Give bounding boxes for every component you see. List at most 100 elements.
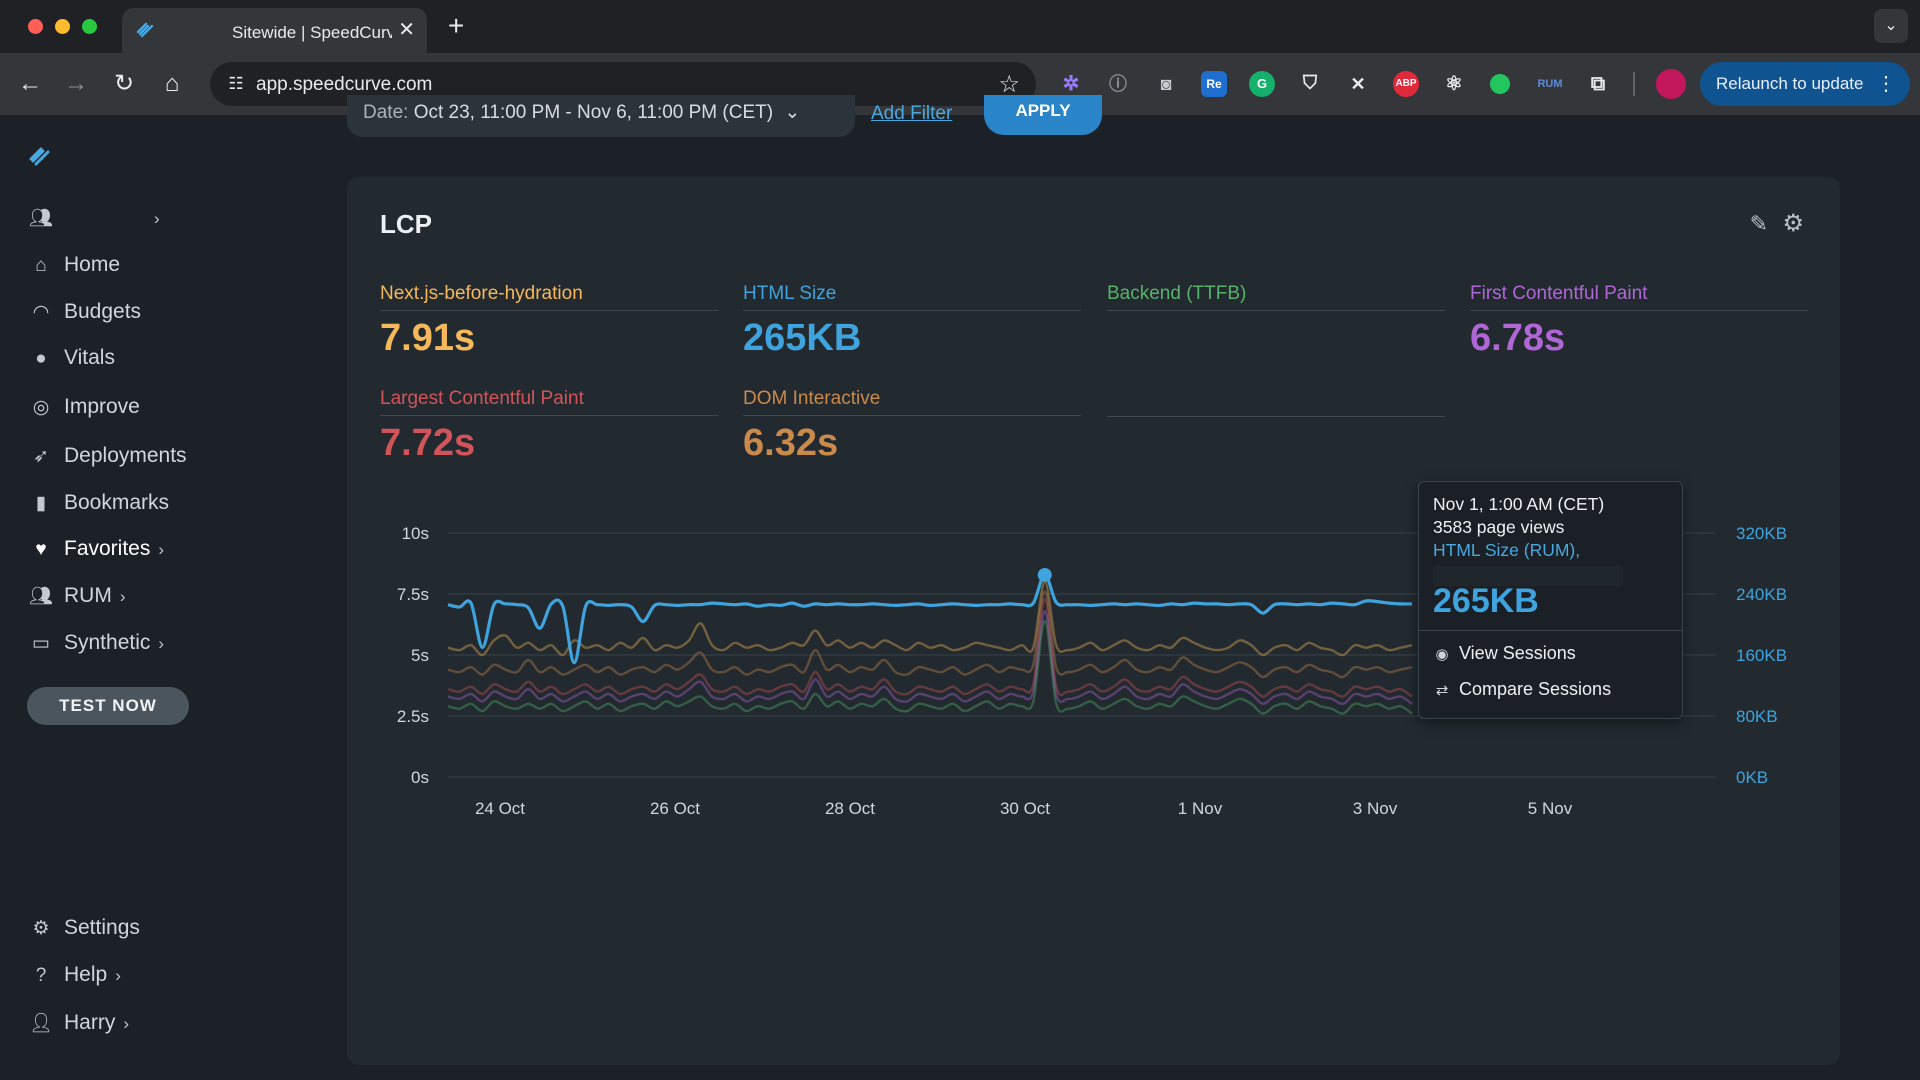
metric-value: 6.32s: [743, 422, 839, 464]
extension-info-icon[interactable]: ⓘ: [1109, 74, 1127, 94]
sidebar-item-label: Budgets: [64, 300, 142, 323]
relaunch-button[interactable]: Relaunch to update ⋮: [1700, 62, 1910, 106]
y-tick-label: 0s: [411, 768, 429, 787]
help-icon: ?: [35, 965, 47, 986]
site-settings-icon[interactable]: ☷: [228, 74, 244, 93]
sidebar-item-user[interactable]: 👤︎ Harry ›: [28, 1007, 129, 1039]
tab-title: Sitewide | SpeedCurve: [232, 23, 392, 42]
sidebar-item-improve[interactable]: ◎ Improve: [28, 391, 140, 423]
tooltip-date: Nov 1, 1:00 AM (CET): [1433, 494, 1605, 514]
date-label: Date:: [363, 102, 409, 123]
home-button-icon[interactable]: ⌂: [164, 70, 180, 97]
extension-re-icon[interactable]: Re: [1201, 71, 1227, 97]
sidebar-item-vitals[interactable]: ● Vitals: [28, 342, 115, 374]
reload-icon[interactable]: ↻: [113, 70, 135, 97]
metric-divider: [1107, 416, 1445, 417]
sidebar-item-team[interactable]: 👥︎ ›: [28, 202, 160, 234]
extension-camera-icon[interactable]: ◙: [1160, 74, 1172, 94]
metric-dom-interactive[interactable]: DOM Interactive 6.32s: [743, 388, 1081, 465]
metric-value: 7.72s: [380, 422, 476, 464]
sidebar-item-budgets[interactable]: ◠ Budgets: [28, 296, 141, 328]
new-tab-button[interactable]: +: [448, 10, 465, 41]
sidebar: 👥︎ › ⌂ Home ◠ Budgets ● Vitals ◎ Improve ➶ Dep…: [0, 115, 300, 1080]
sidebar-item-favorites[interactable]: ♥ Favorites ›: [28, 533, 164, 565]
tooltip-divider: [1419, 630, 1682, 631]
window-close-button[interactable]: [28, 19, 43, 34]
extension-pin-icon[interactable]: ✕: [1350, 74, 1366, 94]
sidebar-item-rum[interactable]: 👥︎ RUM ›: [28, 580, 126, 612]
forward-icon[interactable]: →: [64, 70, 88, 97]
extension-puzzle-gear-icon[interactable]: ✲: [1062, 73, 1080, 95]
bookmark-star-icon[interactable]: ☆: [998, 71, 1020, 98]
sidebar-item-deployments[interactable]: ➶ Deployments: [28, 440, 187, 472]
metric-first-contentful-paint[interactable]: First Contentful Paint 6.78s: [1470, 283, 1808, 360]
compare-arrows-icon: ⇄: [1435, 682, 1449, 699]
profile-avatar[interactable]: [1656, 69, 1686, 99]
x-tick-label: 28 Oct: [825, 799, 875, 818]
edit-pencil-icon[interactable]: ✎: [1749, 211, 1768, 236]
metric-backend-ttfb[interactable]: Backend (TTFB): [1107, 283, 1445, 317]
extension-react-icon[interactable]: ⚛: [1445, 73, 1463, 95]
browser-tab-bar: Sitewide | SpeedCurve ✕ + ⌄: [0, 0, 1920, 53]
more-menu-icon[interactable]: ⋮: [1876, 73, 1896, 95]
chevron-right-icon: ›: [154, 209, 160, 228]
series-line-backend-ttfb-: [447, 619, 1413, 715]
window-minimize-button[interactable]: [55, 19, 70, 34]
extension-adblock-icon[interactable]: ABP: [1393, 71, 1419, 97]
y2-tick-label: 320KB: [1736, 524, 1787, 543]
extensions-puzzle-icon[interactable]: ⧉: [1590, 73, 1606, 95]
home-icon: ⌂: [35, 255, 47, 276]
chevron-down-icon: ⌄: [784, 102, 801, 123]
y2-tick-label: 240KB: [1736, 585, 1787, 604]
sidebar-item-label: Settings: [64, 916, 140, 939]
compare-sessions-link[interactable]: ⇄ Compare Sessions: [1433, 679, 1611, 700]
tooltip-page-views: 3583 page views: [1433, 517, 1565, 537]
metric-largest-contentful-paint[interactable]: Largest Contentful Paint 7.72s: [380, 388, 718, 465]
sidebar-item-settings[interactable]: ⚙ Settings: [28, 912, 140, 944]
test-now-button[interactable]: TEST NOW: [27, 687, 189, 725]
toolbar-divider: [1633, 72, 1635, 96]
metric-label: Largest Contentful Paint: [380, 388, 718, 416]
metric-label: DOM Interactive: [743, 388, 1081, 416]
chevron-right-icon: ›: [119, 587, 126, 606]
sidebar-item-help[interactable]: ? Help ›: [28, 959, 121, 991]
tab-close-icon[interactable]: ✕: [398, 19, 415, 41]
view-sessions-label: View Sessions: [1459, 643, 1576, 663]
extension-shield-icon[interactable]: ⛉: [1302, 73, 1318, 94]
speedcurve-logo-icon[interactable]: [26, 141, 56, 171]
add-filter-link[interactable]: Add Filter: [871, 103, 953, 124]
chevron-right-icon: ›: [115, 966, 121, 985]
sidebar-item-label: Improve: [64, 395, 140, 418]
extension-grammarly-icon[interactable]: G: [1249, 71, 1275, 97]
y-tick-label: 5s: [411, 646, 429, 665]
lcp-card: LCP ✎ ⚙ Next.js-before-hydration 7.91s H…: [347, 177, 1840, 1065]
sidebar-item-label: Favorites: [64, 537, 151, 560]
tab-search-button[interactable]: ⌄: [1874, 9, 1908, 43]
view-sessions-link[interactable]: ◉ View Sessions: [1433, 643, 1576, 664]
metric-value: 6.78s: [1470, 317, 1566, 359]
sidebar-item-home[interactable]: ⌂ Home: [28, 249, 120, 281]
y-tick-label: 7.5s: [397, 585, 429, 604]
sidebar-item-synthetic[interactable]: ▭ Synthetic ›: [28, 627, 164, 659]
sidebar-item-label: Synthetic: [64, 631, 151, 654]
metric-label: HTML Size: [743, 283, 1081, 311]
back-icon[interactable]: ←: [18, 70, 42, 97]
extension-status-dot-icon[interactable]: [1490, 74, 1510, 94]
extension-rum-icon[interactable]: RUM: [1537, 78, 1563, 90]
user-icon: 👤︎: [28, 1013, 54, 1034]
sidebar-item-bookmarks[interactable]: ▮ Bookmarks: [28, 487, 169, 519]
metric-label: First Contentful Paint: [1470, 283, 1808, 311]
browser-tab[interactable]: Sitewide | SpeedCurve ✕: [122, 8, 427, 53]
apply-button[interactable]: APPLY: [984, 95, 1102, 135]
y2-tick-label: 80KB: [1736, 707, 1778, 726]
chevron-right-icon: ›: [158, 540, 165, 559]
date-range-select[interactable]: Date: Oct 23, 11:00 PM - Nov 6, 11:00 PM…: [347, 95, 855, 137]
metric-nextjs-hydration[interactable]: Next.js-before-hydration 7.91s: [380, 283, 718, 360]
hover-point-marker: [1037, 567, 1052, 582]
rocket-icon: ➶: [33, 446, 49, 467]
settings-gear-icon[interactable]: ⚙: [1782, 210, 1804, 237]
window-zoom-button[interactable]: [82, 19, 97, 34]
url-text[interactable]: app.speedcurve.com: [256, 74, 433, 95]
metric-html-size[interactable]: HTML Size 265KB: [743, 283, 1081, 360]
metric-value: 265KB: [743, 317, 862, 359]
